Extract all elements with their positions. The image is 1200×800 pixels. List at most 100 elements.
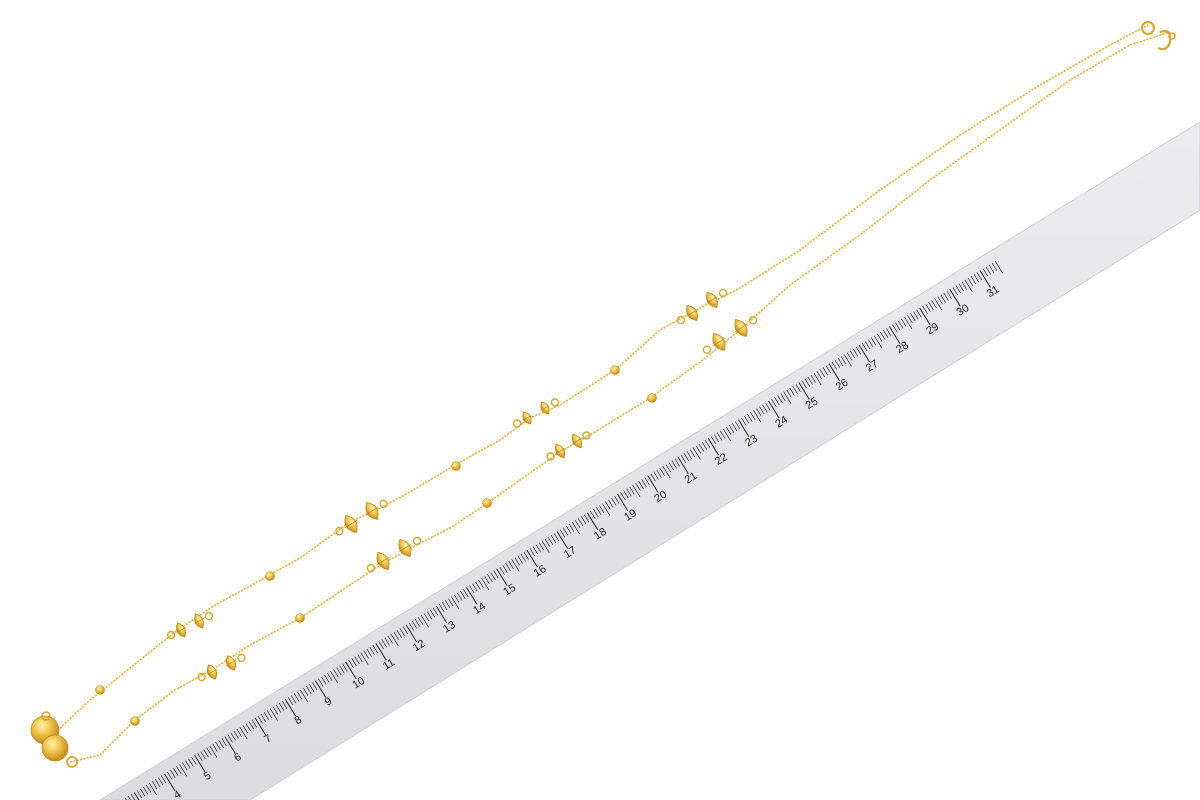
ruler-tick	[704, 439, 711, 448]
diamond-bead	[540, 401, 550, 415]
ruler-tick	[759, 406, 765, 415]
round-bead	[95, 685, 105, 695]
ruler-tick	[185, 760, 191, 769]
ruler-tick	[142, 786, 149, 795]
chain-strand-upper	[54, 24, 1149, 734]
ruler-tick	[508, 561, 514, 570]
ruler-tick	[303, 687, 309, 696]
ruler-tick	[892, 324, 898, 333]
ruler-tick	[593, 508, 599, 517]
ruler-tick	[155, 779, 161, 788]
ruler-tick	[405, 624, 417, 642]
ruler-tick	[550, 535, 557, 543]
ruler-tick	[275, 704, 282, 713]
ruler-tick	[547, 536, 554, 545]
ruler-tick	[822, 367, 828, 376]
ruler-tick	[520, 553, 526, 562]
ruler-tick	[212, 743, 218, 752]
ruler-tick	[590, 510, 596, 519]
ruler-tick	[898, 320, 904, 329]
jump-ring	[718, 288, 728, 298]
ruler-tick	[318, 678, 324, 687]
ruler-tick	[620, 492, 626, 501]
ruler-tick	[354, 656, 360, 665]
ruler-tick	[366, 648, 372, 657]
ruler-tick	[251, 719, 257, 728]
ruler-tick	[152, 781, 158, 790]
diamond-bead	[571, 433, 583, 449]
ruler-tick	[565, 525, 572, 534]
ruler-tick	[976, 272, 983, 281]
diamond-bead	[176, 622, 186, 638]
ruler-tick	[297, 691, 303, 700]
ruler-tick	[650, 473, 656, 482]
ruler-label: 6	[232, 751, 244, 764]
ruler-tick	[420, 615, 429, 628]
ruler-tick	[532, 546, 538, 555]
ruler-tick	[167, 771, 173, 780]
ruler-tick	[176, 766, 182, 775]
ruler-tick	[393, 631, 399, 640]
ruler-tick	[236, 728, 242, 737]
ruler-tick	[940, 294, 946, 303]
ruler-tick	[777, 395, 783, 404]
ruler-tick	[807, 376, 813, 385]
ruler-tick	[408, 622, 415, 631]
ruler-tick	[958, 283, 964, 292]
ruler-tick	[883, 330, 889, 338]
ruler-tick	[907, 315, 913, 324]
ruler-tick	[946, 290, 952, 299]
round-bead	[451, 461, 461, 471]
ruler-tick	[163, 773, 176, 792]
ruler-tick	[774, 397, 780, 406]
ruler-tick	[381, 639, 387, 648]
ruler-tick	[260, 713, 267, 722]
ruler-tick	[556, 531, 569, 549]
ruler-tick	[605, 501, 611, 510]
ruler-tick	[130, 794, 136, 800]
ruler-tick	[635, 482, 641, 491]
ruler-tick	[858, 344, 871, 363]
ruler-tick	[233, 730, 239, 739]
ruler-tick	[375, 643, 387, 661]
ruler-tick	[916, 309, 922, 318]
ruler-label: 12	[411, 638, 428, 655]
ruler-tick	[991, 262, 998, 271]
ruler-tick	[934, 298, 943, 311]
ruler-tick	[517, 555, 523, 564]
jump-ring	[237, 653, 246, 663]
ruler-tick	[369, 646, 375, 655]
ruler-tick	[849, 350, 856, 359]
ruler-ticks	[121, 261, 1003, 800]
jump-ring	[335, 526, 344, 536]
end-beads	[30, 711, 78, 768]
ruler-tick	[586, 512, 599, 531]
ruler-tick	[701, 441, 708, 450]
ruler-tick	[729, 425, 735, 434]
ruler-tick	[417, 617, 424, 625]
ruler-body	[99, 121, 1200, 800]
ruler-tick	[922, 305, 928, 314]
ruler-tick	[843, 354, 852, 367]
ruler-tick	[502, 564, 508, 573]
ruler-tick	[439, 603, 445, 612]
ruler-tick	[659, 467, 665, 476]
ruler-tick	[665, 464, 671, 473]
ruler-tick	[919, 307, 931, 326]
ruler-tick	[161, 775, 167, 784]
ruler-label: 29	[924, 321, 941, 338]
ruler-tick	[801, 380, 807, 389]
ruler-tick	[571, 521, 580, 535]
ruler-tick	[698, 443, 705, 452]
ruler-tick	[139, 788, 146, 797]
ruler-tick	[454, 594, 460, 603]
ruler-tick	[910, 313, 916, 322]
ruler-tick	[982, 268, 989, 277]
jump-ring	[550, 398, 560, 407]
ruler-tick	[312, 682, 318, 691]
ruler-tick	[170, 769, 176, 778]
jump-ring	[512, 419, 522, 428]
ruler-tick	[846, 352, 853, 361]
ruler-tick	[680, 454, 686, 463]
